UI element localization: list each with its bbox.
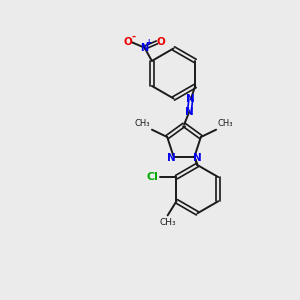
Text: -: - xyxy=(131,32,135,42)
Text: O: O xyxy=(156,37,165,47)
Text: N: N xyxy=(186,94,195,103)
Text: N: N xyxy=(167,153,176,163)
Text: O: O xyxy=(124,37,133,47)
Text: N: N xyxy=(193,153,202,163)
Text: N: N xyxy=(140,43,148,53)
Text: Cl: Cl xyxy=(146,172,158,182)
Text: CH₃: CH₃ xyxy=(159,218,176,227)
Text: N: N xyxy=(185,107,194,117)
Text: +: + xyxy=(145,38,152,47)
Text: CH₃: CH₃ xyxy=(218,119,233,128)
Text: CH₃: CH₃ xyxy=(135,119,151,128)
